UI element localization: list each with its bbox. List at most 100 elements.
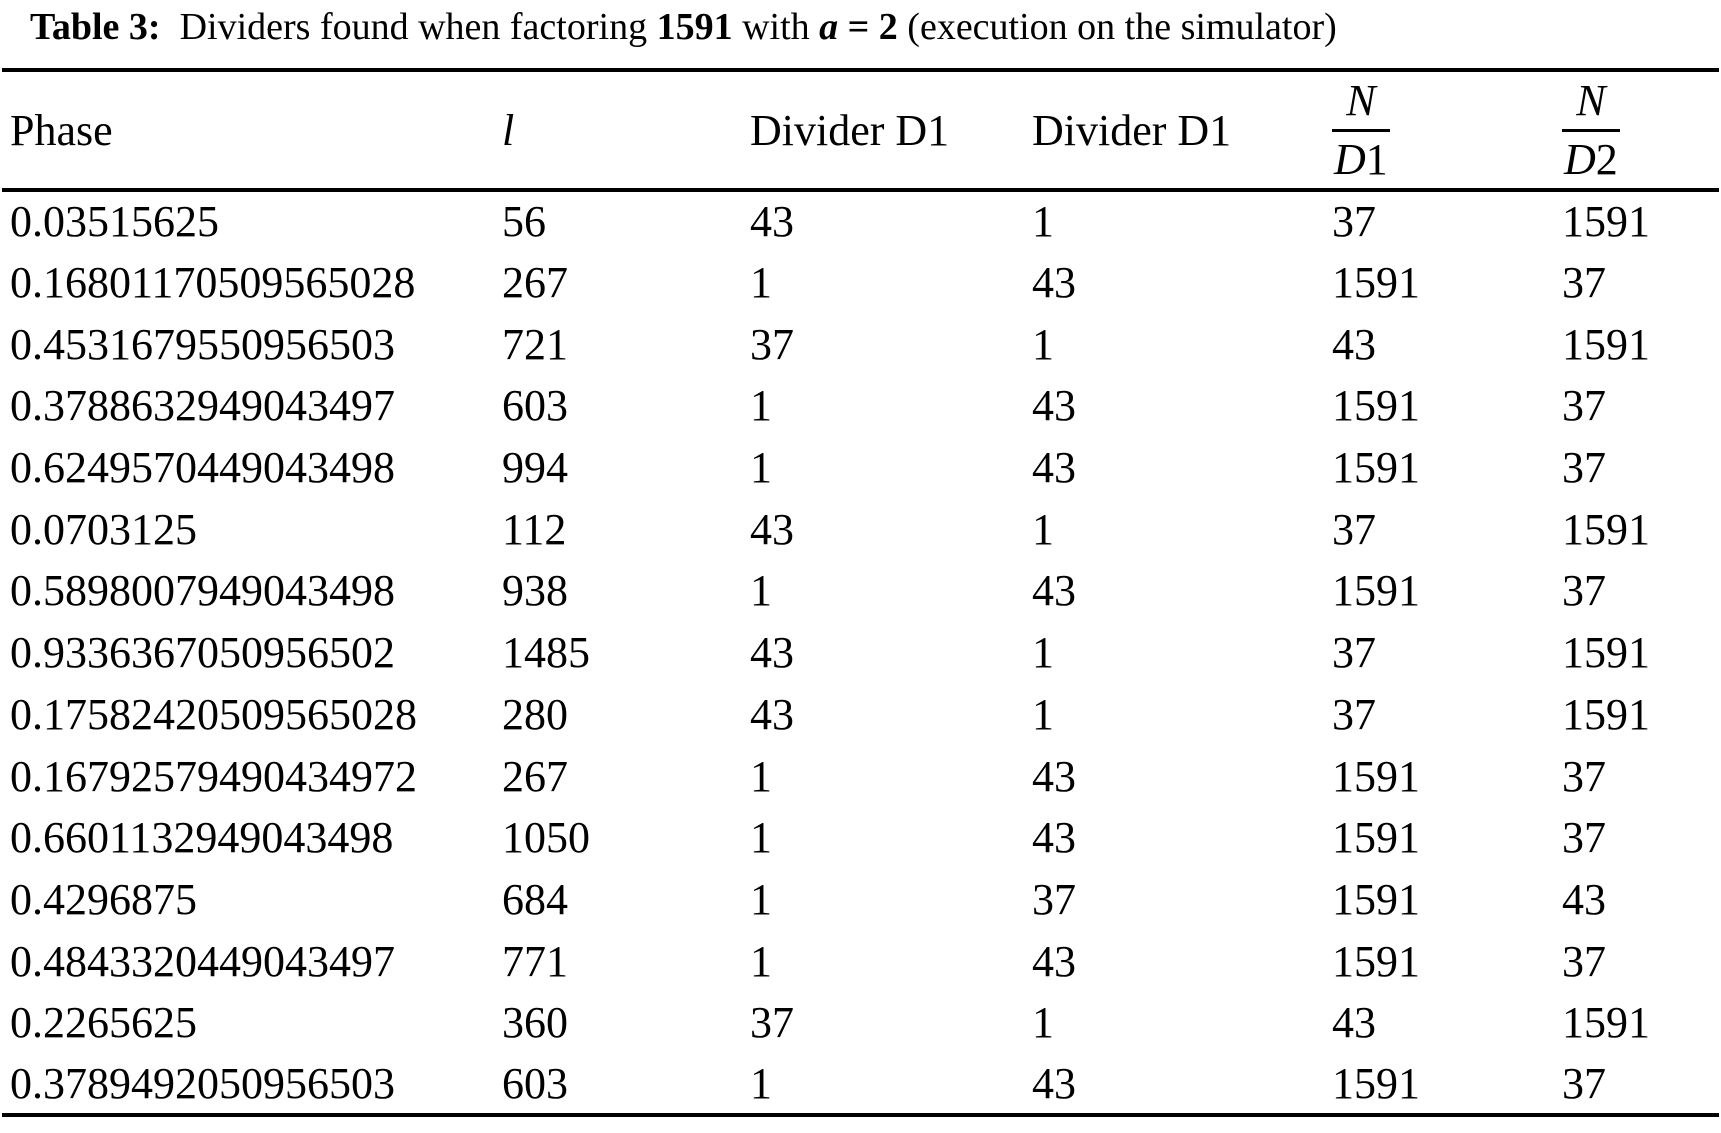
cell-n-over-d1: 43 <box>1332 998 1376 1048</box>
table-row: 0.5898007949043498 938 1 43 1591 37 <box>2 560 1719 622</box>
cell-divider-d1: 43 <box>750 504 794 554</box>
cell-l: 1050 <box>502 813 590 863</box>
cell-divider-d1-2: 37 <box>1032 874 1076 924</box>
cell-l: 938 <box>502 566 568 616</box>
table-body: 0.03515625 56 43 1 37 1591 0.16801170509565028… <box>2 190 1719 1115</box>
cell-n-over-d1: 37 <box>1332 197 1376 247</box>
cell-phase: 0.5898007949043498 <box>10 566 395 616</box>
cell-divider-d1: 37 <box>750 998 794 1048</box>
table-row: 0.4296875 684 1 37 1591 43 <box>2 869 1719 931</box>
cell-phase: 0.4296875 <box>10 874 197 924</box>
table-row: 0.16792579490434972 267 1 43 1591 37 <box>2 745 1719 807</box>
cell-l: 267 <box>502 258 568 308</box>
cell-divider-d1-2: 43 <box>1032 258 1076 308</box>
cell-phase: 0.2265625 <box>10 998 197 1048</box>
cell-l: 721 <box>502 319 568 369</box>
cell-phase: 0.3788632949043497 <box>10 381 395 431</box>
table-row: 0.3788632949043497 603 1 43 1591 37 <box>2 375 1719 437</box>
cell-divider-d1: 1 <box>750 813 772 863</box>
cell-n-over-d1: 1591 <box>1332 443 1420 493</box>
cell-phase: 0.17582420509565028 <box>10 689 417 739</box>
caption-segment: a <box>819 6 839 48</box>
table-row: 0.3789492050956503 603 1 43 1591 37 <box>2 1054 1719 1116</box>
cell-phase: 0.0703125 <box>10 504 197 554</box>
table-row: 0.6601132949043498 1050 1 43 1591 37 <box>2 807 1719 869</box>
cell-l: 112 <box>502 504 567 554</box>
column-header-n-over-d1: N D1 <box>1332 70 1562 190</box>
cell-n-over-d2: 1591 <box>1562 628 1650 678</box>
cell-n-over-d2: 37 <box>1562 258 1606 308</box>
cell-divider-d1-2: 43 <box>1032 813 1076 863</box>
cell-n-over-d1: 37 <box>1332 628 1376 678</box>
column-header-divider-d1: Divider D1 <box>750 105 950 155</box>
cell-n-over-d2: 37 <box>1562 443 1606 493</box>
fraction-numerator: N <box>1562 77 1620 132</box>
caption-segment: with <box>732 6 820 48</box>
cell-divider-d1-2: 43 <box>1032 443 1076 493</box>
cell-phase: 0.4531679550956503 <box>10 319 395 369</box>
cell-n-over-d1: 1591 <box>1332 813 1420 863</box>
table-row: 0.03515625 56 43 1 37 1591 <box>2 190 1719 252</box>
cell-n-over-d2: 43 <box>1562 874 1606 924</box>
cell-n-over-d1: 37 <box>1332 689 1376 739</box>
cell-divider-d1-2: 43 <box>1032 566 1076 616</box>
cell-l: 1485 <box>502 628 590 678</box>
cell-divider-d1: 43 <box>750 197 794 247</box>
column-header-n-over-d2: N D2 <box>1562 70 1719 190</box>
cell-divider-d1: 1 <box>750 936 772 986</box>
cell-divider-d1: 1 <box>750 381 772 431</box>
cell-n-over-d2: 37 <box>1562 381 1606 431</box>
fraction-denominator: D2 <box>1564 134 1618 184</box>
table-row: 0.16801170509565028 267 1 43 1591 37 <box>2 252 1719 314</box>
table-caption: Table 3: Dividers found when factoring 1… <box>30 4 1337 52</box>
cell-divider-d1-2: 1 <box>1032 197 1054 247</box>
table-head: Phase l Divider D1 Divider D1 N D1 N D2 <box>2 70 1719 190</box>
cell-n-over-d2: 37 <box>1562 566 1606 616</box>
cell-divider-d1: 1 <box>750 443 772 493</box>
cell-l: 603 <box>502 381 568 431</box>
cell-divider-d1: 1 <box>750 1058 772 1108</box>
cell-divider-d1: 43 <box>750 689 794 739</box>
column-header-l: l <box>502 105 515 155</box>
cell-n-over-d2: 1591 <box>1562 689 1650 739</box>
cell-n-over-d1: 1591 <box>1332 258 1420 308</box>
column-header-phase: Phase <box>10 105 113 155</box>
cell-n-over-d2: 37 <box>1562 1058 1606 1108</box>
cell-divider-d1-2: 43 <box>1032 751 1076 801</box>
column-header-divider-d1-2: Divider D1 <box>1032 105 1232 155</box>
caption-segment: Table 3: <box>30 6 161 48</box>
cell-n-over-d2: 1591 <box>1562 504 1650 554</box>
cell-n-over-d2: 37 <box>1562 936 1606 986</box>
table-row: 0.0703125 112 43 1 37 1591 <box>2 498 1719 560</box>
cell-l: 360 <box>502 998 568 1048</box>
cell-n-over-d1: 1591 <box>1332 936 1420 986</box>
cell-n-over-d2: 1591 <box>1562 197 1650 247</box>
cell-n-over-d2: 1591 <box>1562 998 1650 1048</box>
fraction-n-over-d1: N D1 <box>1332 77 1390 184</box>
cell-l: 603 <box>502 1058 568 1108</box>
cell-n-over-d1: 1591 <box>1332 751 1420 801</box>
caption-segment: Dividers found when factoring <box>160 6 657 48</box>
table-row: 0.6249570449043498 994 1 43 1591 37 <box>2 437 1719 499</box>
cell-n-over-d1: 1591 <box>1332 381 1420 431</box>
cell-divider-d1: 1 <box>750 566 772 616</box>
header-row: Phase l Divider D1 Divider D1 N D1 N D2 <box>2 70 1719 190</box>
cell-l: 994 <box>502 443 568 493</box>
caption-segment: = 2 <box>838 6 898 48</box>
cell-n-over-d1: 1591 <box>1332 874 1420 924</box>
table-row: 0.4843320449043497 771 1 43 1591 37 <box>2 930 1719 992</box>
table-row: 0.17582420509565028 280 43 1 37 1591 <box>2 684 1719 746</box>
cell-l: 56 <box>502 197 546 247</box>
cell-phase: 0.16792579490434972 <box>10 751 417 801</box>
cell-divider-d1-2: 43 <box>1032 1058 1076 1108</box>
cell-n-over-d1: 1591 <box>1332 1058 1420 1108</box>
table-row: 0.4531679550956503 721 37 1 43 1591 <box>2 313 1719 375</box>
caption-segment: 1591 <box>656 6 733 48</box>
cell-l: 267 <box>502 751 568 801</box>
cell-divider-d1-2: 1 <box>1032 998 1054 1048</box>
cell-l: 684 <box>502 874 568 924</box>
cell-divider-d1-2: 1 <box>1032 504 1054 554</box>
cell-divider-d1-2: 1 <box>1032 319 1054 369</box>
cell-divider-d1-2: 43 <box>1032 381 1076 431</box>
